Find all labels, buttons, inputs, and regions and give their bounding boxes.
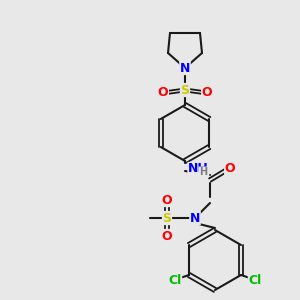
Text: O: O — [162, 194, 172, 206]
Text: O: O — [162, 230, 172, 242]
Text: Cl: Cl — [168, 274, 182, 286]
Text: S: S — [181, 83, 190, 97]
Text: S: S — [163, 212, 172, 224]
Text: O: O — [202, 86, 212, 100]
Text: N: N — [190, 212, 200, 224]
Text: N: N — [180, 61, 190, 74]
Text: Cl: Cl — [248, 274, 262, 286]
Text: O: O — [158, 86, 168, 100]
Text: O: O — [225, 161, 235, 175]
Text: NH: NH — [188, 163, 209, 176]
Text: H: H — [199, 167, 207, 177]
